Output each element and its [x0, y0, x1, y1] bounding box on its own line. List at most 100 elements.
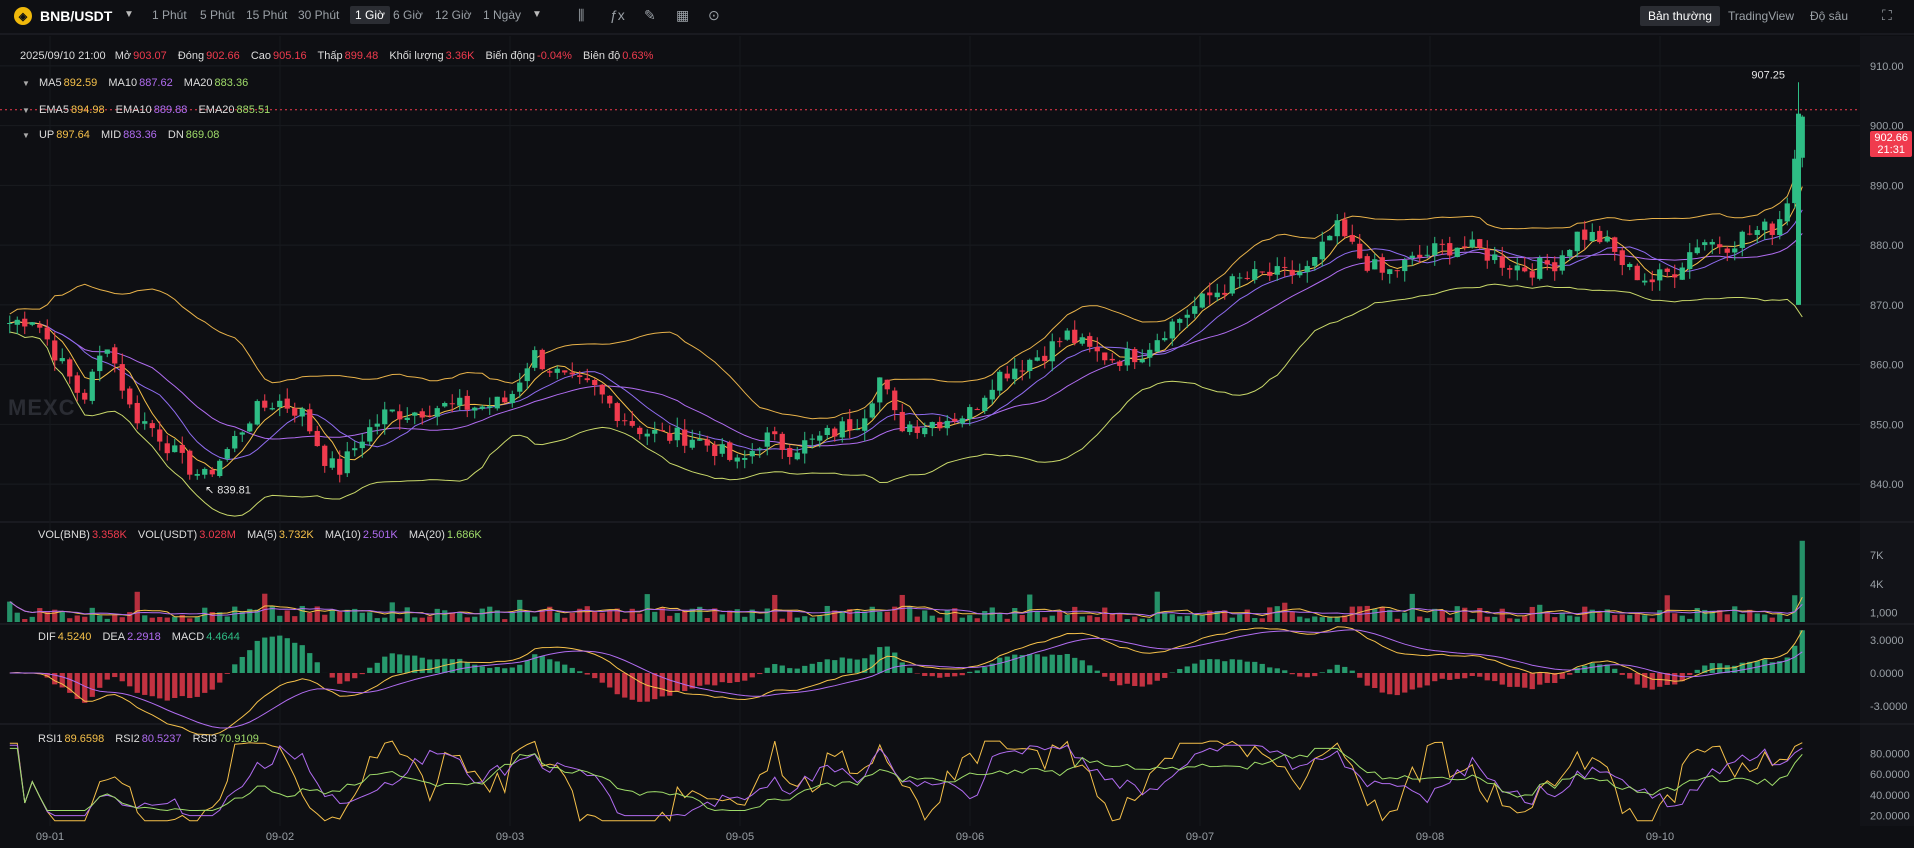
collapse-icon[interactable]: ▼: [22, 79, 30, 88]
volume-tick-label: 1,000: [1870, 607, 1898, 619]
macd-hist-bar: [427, 659, 433, 673]
candle-body: [1402, 259, 1408, 272]
candle-body: [1237, 277, 1243, 279]
macd-hist-bar: [802, 665, 808, 673]
tf-5m[interactable]: 5 Phút: [200, 8, 235, 22]
macd-hist-bar: [1019, 655, 1025, 673]
macd-hist-bar: [269, 636, 275, 673]
candle-body: [427, 415, 433, 417]
candle-body: [1049, 341, 1055, 362]
boll-mid-label: MID: [100, 129, 122, 141]
volume-bar: [164, 617, 170, 622]
tf-30m[interactable]: 30 Phút: [298, 8, 340, 22]
macd-hist-bar: [1132, 673, 1138, 686]
tf-1m[interactable]: 1 Phút: [152, 8, 187, 22]
volume-bar: [1304, 618, 1310, 622]
boll-legend[interactable]: ▼ UP 897.64 MID 883.36 DN 869.08: [22, 129, 227, 141]
view-tradingview[interactable]: TradingView: [1727, 9, 1794, 23]
macd-hist-bar: [1559, 673, 1565, 679]
candle-body: [554, 368, 560, 373]
volume-bar: [1747, 609, 1753, 622]
macd-hist-bar: [254, 640, 260, 673]
draw-pencil-icon[interactable]: ✎: [644, 7, 656, 23]
view-depth[interactable]: Độ sâu: [1810, 9, 1849, 23]
layout-grid-icon[interactable]: ▦: [676, 7, 690, 23]
volume-bar: [1574, 616, 1580, 622]
volume-bar: [1439, 610, 1445, 622]
symbol-selector[interactable]: BNB/USDT: [40, 8, 113, 24]
candle-body: [1537, 257, 1543, 279]
tf-6h[interactable]: 6 Giờ: [393, 8, 423, 22]
candle-body: [1612, 237, 1618, 252]
volume-bar: [967, 615, 973, 622]
tf-15m[interactable]: 15 Phút: [246, 8, 288, 22]
macd-hist-bar: [1094, 670, 1100, 673]
candle-body: [1754, 230, 1760, 235]
macd-hist-bar: [1642, 673, 1648, 688]
macd-hist-bar: [97, 673, 103, 688]
candle-body: [1784, 203, 1790, 222]
price-tick-label: 880.00: [1870, 240, 1904, 252]
collapse-icon[interactable]: ▼: [22, 131, 30, 140]
candle-body: [314, 431, 320, 447]
candle-body: [1447, 243, 1453, 256]
candle-body: [1717, 244, 1723, 248]
candle-body: [697, 439, 703, 441]
volume-bar: [1132, 616, 1138, 622]
timeframe-more-icon[interactable]: ▼: [532, 9, 542, 20]
macd-hist-bar: [1379, 673, 1385, 693]
volume-bar: [1769, 617, 1775, 622]
macd-hist-bar: [637, 673, 643, 702]
macd-hist-bar: [1777, 661, 1783, 673]
ma-legend[interactable]: ▼ MA5 892.59 MA10 887.62 MA20 883.36: [22, 77, 256, 89]
candle-type-icon[interactable]: ⫼: [578, 7, 585, 23]
fullscreen-icon[interactable]: ⛶: [1882, 7, 1892, 23]
candle-body: [1769, 223, 1775, 235]
indicator-icon[interactable]: ƒx: [610, 7, 625, 23]
tf-1h[interactable]: 1 Giờ: [350, 6, 390, 24]
macd-tick-label: 3.0000: [1870, 635, 1904, 647]
candle-body: [262, 400, 268, 408]
macd-hist-bar: [772, 664, 778, 673]
volume-bar: [1694, 607, 1700, 622]
volume-bar: [1072, 606, 1078, 622]
volume-bar: [1702, 609, 1708, 622]
candle-body: [1312, 257, 1318, 266]
camera-icon[interactable]: ⊙: [708, 7, 720, 23]
tf-1d[interactable]: 1 Ngày: [483, 8, 522, 22]
volume-bar: [1154, 591, 1160, 622]
vol-usdt-label: VOL(USDT): [137, 529, 198, 541]
volume-bar: [187, 618, 193, 622]
view-standard[interactable]: Bản thường: [1640, 6, 1720, 26]
candle-body: [997, 371, 1003, 391]
candle-body: [749, 451, 755, 457]
macd-label: MACD: [171, 631, 205, 643]
vol-ma10-line: [9, 601, 1803, 617]
candle-body: [1454, 247, 1460, 258]
tf-12h[interactable]: 12 Giờ: [435, 8, 472, 22]
dif-label: DIF: [38, 631, 56, 643]
candle-body: [1432, 243, 1438, 256]
vol-ma5-label: MA(5): [246, 529, 277, 541]
volume-bar: [622, 618, 628, 622]
macd-hist-bar: [1244, 661, 1250, 673]
macd-hist-bar: [652, 673, 658, 700]
volume-bar: [359, 612, 365, 622]
ma5-label: MA5: [38, 77, 62, 89]
candle-body: [674, 427, 680, 441]
collapse-icon[interactable]: ▼: [22, 106, 30, 115]
macd-hist-bar: [1514, 673, 1520, 687]
top-toolbar: ◈ BNB/USDT ▼ 1 Phút 5 Phút 15 Phút 30 Ph…: [0, 0, 1914, 32]
candle-body: [847, 419, 853, 431]
volume-bar: [1319, 617, 1325, 622]
ema-legend[interactable]: ▼ EMA5 894.98 EMA10 889.88 EMA20 885.51: [22, 104, 278, 116]
candle-body: [637, 427, 643, 435]
macd-hist-bar: [1747, 661, 1753, 673]
volume-bar: [892, 606, 898, 622]
candle-body: [1342, 219, 1348, 237]
chevron-down-icon[interactable]: ▼: [124, 9, 134, 20]
macd-hist-bar: [704, 673, 710, 685]
boll-dn-label: DN: [167, 129, 184, 141]
volume-bar: [1559, 612, 1565, 622]
